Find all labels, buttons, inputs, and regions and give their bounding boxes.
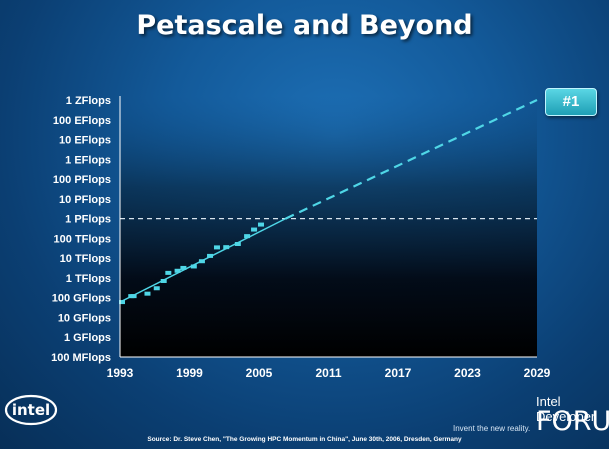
data-point [119, 300, 125, 305]
data-point [223, 245, 230, 250]
intel-logo-text: intel [12, 401, 50, 419]
y-tick-label: 100 MFlops [51, 352, 111, 364]
slide-title: Petascale and Beyond [136, 10, 473, 41]
data-point [207, 253, 214, 258]
y-tick-label: 10 GFlops [58, 312, 111, 324]
data-point [160, 278, 167, 283]
x-tick-label: 2023 [454, 366, 481, 380]
x-tick-label: 1999 [176, 366, 203, 380]
y-tick-label: 10 EFlops [59, 135, 111, 147]
data-point [144, 291, 151, 296]
x-tick-label: 2005 [246, 366, 273, 380]
data-point [198, 259, 205, 264]
event-name-line1: Intel Developer [536, 394, 596, 424]
y-tick-label: 100 PFlops [53, 174, 111, 186]
data-point [174, 268, 181, 273]
data-point [190, 264, 197, 269]
y-tick-label: 1 TFlops [66, 273, 111, 285]
y-tick-label: 1 GFlops [64, 332, 111, 344]
y-tick-label: 1 EFlops [65, 154, 111, 166]
rank-one-badge: #1 [545, 88, 597, 116]
plot-area-shading [120, 96, 537, 357]
y-tick-label: 10 TFlops [60, 253, 111, 265]
y-tick-label: 100 EFlops [53, 115, 111, 127]
x-tick-label: 1993 [107, 366, 134, 380]
y-tick-label: 100 GFlops [52, 293, 111, 305]
data-point [153, 286, 160, 291]
data-point [180, 265, 187, 270]
data-point [258, 222, 264, 227]
tagline: Invent the new reality. [453, 424, 531, 433]
y-tick-label: 10 PFlops [59, 194, 111, 206]
x-tick-label: 2029 [524, 366, 551, 380]
data-point [213, 245, 220, 250]
data-point [234, 241, 241, 246]
x-tick-label: 2011 [315, 366, 341, 380]
intel-logo: intel [4, 394, 58, 426]
projection-line [285, 99, 538, 220]
data-point [244, 234, 251, 239]
x-tick-label: 2017 [385, 366, 412, 380]
y-tick-label: 100 TFlops [54, 233, 111, 245]
source-citation: Source: Dr. Steve Chen, "The Growing HPC… [147, 436, 462, 443]
data-point [165, 270, 172, 275]
y-tick-label: 1 PFlops [65, 214, 111, 226]
data-point [130, 294, 137, 299]
y-tick-label: 1 ZFlops [66, 95, 111, 107]
data-point [251, 227, 258, 232]
event-name-line2: FORUM [536, 406, 609, 437]
